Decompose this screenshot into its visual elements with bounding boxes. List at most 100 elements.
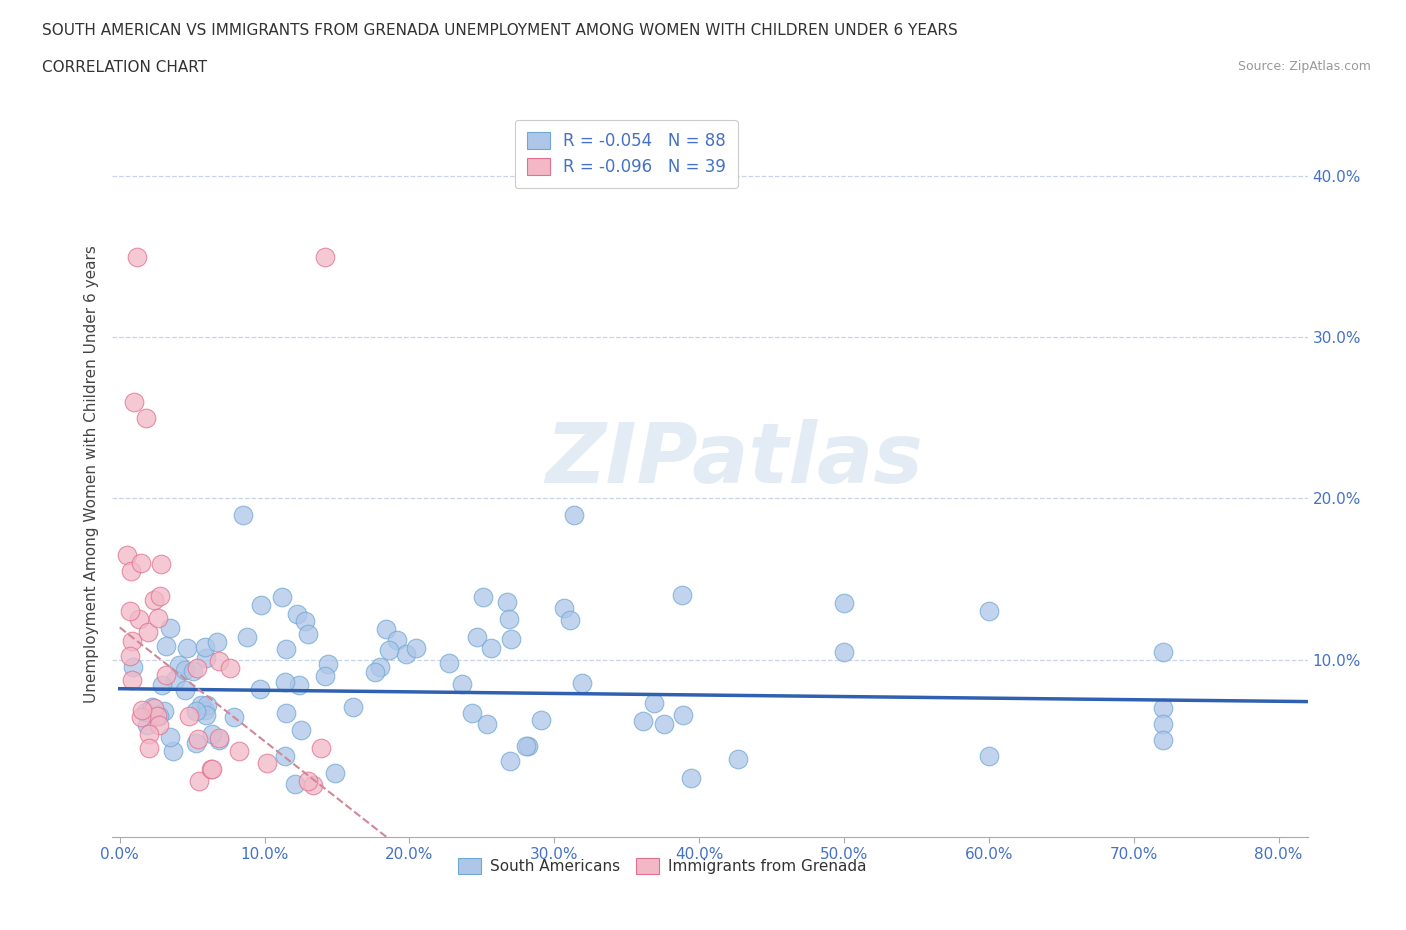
Point (159, 729, 181, 744)
Point (200, 762, 222, 777)
Point (194, 703, 217, 718)
Point (194, 640, 217, 655)
Point (451, 677, 474, 692)
Point (256, 756, 278, 771)
Y-axis label: Unemployment Among Women with Children Under 6 years: Unemployment Among Women with Children U… (83, 246, 98, 703)
Point (222, 710, 245, 724)
Point (472, 590, 495, 604)
Point (138, 726, 160, 741)
Point (162, 743, 184, 758)
Point (128, 611, 150, 626)
Point (179, 709, 201, 724)
Point (479, 640, 502, 655)
Point (375, 621, 398, 636)
Text: Source: ZipAtlas.com: Source: ZipAtlas.com (1237, 60, 1371, 73)
Point (558, 613, 581, 628)
Point (461, 706, 484, 721)
Point (439, 656, 461, 671)
Point (153, 703, 176, 718)
Point (1152, 644, 1174, 659)
Point (201, 762, 224, 777)
Point (228, 744, 250, 759)
Point (562, 507, 585, 522)
Point (135, 705, 157, 720)
Point (977, 604, 1000, 618)
Point (276, 642, 298, 657)
Point (316, 657, 339, 671)
Point (184, 703, 207, 718)
Point (167, 658, 190, 673)
Point (127, 249, 149, 264)
Point (387, 632, 409, 647)
Point (143, 592, 166, 607)
Point (274, 749, 297, 764)
Point (501, 631, 523, 646)
Point (195, 698, 218, 712)
Point (188, 774, 211, 789)
Point (173, 683, 195, 698)
Point (183, 664, 205, 679)
Point (832, 596, 855, 611)
Point (314, 249, 336, 264)
Point (309, 740, 332, 755)
Point (208, 732, 231, 747)
Point (284, 777, 307, 791)
Point (249, 682, 271, 697)
Point (115, 548, 138, 563)
Point (496, 595, 519, 610)
Point (515, 738, 537, 753)
Point (141, 699, 163, 714)
Point (1152, 717, 1174, 732)
Point (274, 705, 297, 720)
Point (120, 564, 142, 578)
Point (465, 630, 488, 644)
Point (302, 777, 325, 792)
Point (136, 624, 159, 639)
Point (148, 708, 170, 723)
Point (135, 718, 157, 733)
Point (186, 660, 208, 675)
Point (131, 710, 153, 724)
Point (498, 612, 520, 627)
Point (498, 753, 520, 768)
Point (218, 660, 240, 675)
Point (1152, 733, 1174, 748)
Point (118, 648, 141, 663)
Point (323, 765, 346, 780)
Point (149, 589, 172, 604)
Point (977, 749, 1000, 764)
Point (208, 731, 231, 746)
Point (149, 556, 172, 571)
Point (294, 614, 316, 629)
Point (118, 604, 141, 618)
Point (405, 641, 427, 656)
Point (672, 707, 695, 722)
Point (681, 770, 703, 785)
Point (155, 639, 177, 654)
Point (138, 741, 160, 756)
Point (652, 717, 675, 732)
Point (145, 709, 167, 724)
Point (235, 630, 257, 644)
Point (342, 700, 364, 715)
Point (290, 723, 312, 737)
Point (727, 751, 749, 766)
Point (232, 507, 254, 522)
Point (173, 663, 195, 678)
Text: CORRELATION CHART: CORRELATION CHART (42, 60, 207, 75)
Point (122, 394, 145, 409)
Point (150, 678, 173, 693)
Point (163, 672, 186, 687)
Point (208, 653, 231, 668)
Point (146, 610, 169, 625)
Point (121, 633, 143, 648)
Point (297, 774, 319, 789)
Point (370, 659, 392, 674)
Point (122, 659, 145, 674)
Point (184, 736, 207, 751)
Point (190, 698, 212, 712)
Text: ZIPatlas: ZIPatlas (546, 419, 922, 500)
Point (671, 588, 693, 603)
Point (201, 727, 224, 742)
Point (314, 669, 336, 684)
